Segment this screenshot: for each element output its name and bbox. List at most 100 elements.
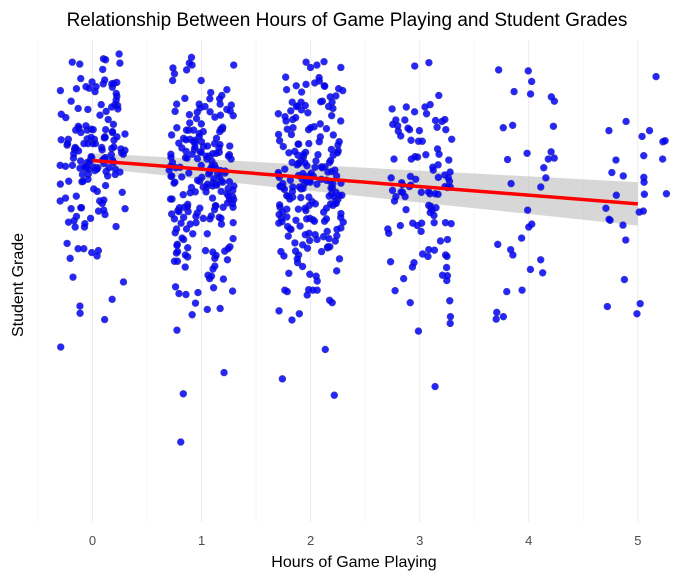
- data-point: [390, 197, 399, 205]
- data-point: [526, 265, 535, 274]
- data-point: [329, 104, 337, 113]
- data-point: [201, 246, 210, 255]
- data-point: [85, 84, 93, 92]
- data-point: [202, 152, 210, 160]
- data-point: [114, 105, 122, 113]
- x-tick-label: 3: [416, 533, 423, 548]
- data-point: [324, 168, 332, 176]
- data-point: [547, 93, 556, 101]
- data-point: [203, 230, 211, 238]
- data-point: [301, 101, 309, 110]
- data-point: [434, 161, 442, 169]
- data-point: [417, 227, 425, 236]
- data-point: [188, 311, 196, 319]
- data-point: [661, 137, 669, 145]
- data-point: [295, 183, 304, 191]
- data-point: [446, 312, 455, 321]
- data-point: [434, 173, 443, 182]
- data-point: [207, 88, 215, 97]
- data-point: [620, 275, 629, 284]
- data-point: [69, 273, 77, 281]
- data-point: [331, 237, 340, 245]
- data-point: [287, 107, 295, 115]
- data-point: [281, 165, 289, 173]
- data-point: [418, 250, 427, 258]
- data-point: [227, 155, 235, 163]
- data-point: [57, 343, 65, 351]
- data-point: [303, 291, 311, 299]
- data-point: [280, 252, 288, 260]
- data-point: [175, 289, 183, 298]
- data-point: [311, 163, 319, 171]
- data-point: [228, 287, 237, 295]
- data-point: [196, 104, 204, 112]
- data-point: [100, 196, 108, 204]
- data-point: [446, 319, 454, 328]
- data-point: [526, 90, 535, 98]
- data-point: [223, 85, 231, 94]
- data-point: [281, 112, 289, 121]
- data-point: [112, 222, 120, 231]
- data-point: [325, 296, 334, 304]
- data-point: [184, 244, 192, 252]
- data-point: [330, 192, 338, 201]
- data-point: [171, 107, 179, 116]
- data-point: [278, 218, 286, 226]
- data-point: [493, 308, 501, 317]
- data-point: [275, 307, 283, 315]
- data-point: [283, 125, 291, 133]
- data-point: [79, 177, 87, 185]
- data-point: [203, 305, 211, 314]
- data-point: [108, 80, 116, 88]
- data-point: [544, 155, 552, 163]
- data-point: [527, 77, 536, 86]
- data-point: [88, 248, 96, 257]
- data-point: [313, 277, 321, 285]
- data-point: [291, 239, 299, 247]
- data-point: [293, 255, 301, 263]
- data-point: [313, 61, 321, 69]
- data-point: [226, 142, 234, 150]
- data-point: [633, 310, 641, 318]
- data-point: [401, 192, 409, 201]
- data-point: [424, 188, 433, 196]
- data-point: [181, 263, 189, 271]
- data-point: [212, 149, 220, 157]
- data-point: [327, 111, 336, 120]
- data-point: [288, 316, 296, 324]
- data-point: [507, 179, 515, 188]
- x-tick-labels: 0 1 2 3 4 5: [89, 533, 642, 548]
- data-point: [301, 159, 309, 167]
- data-point: [542, 174, 550, 182]
- data-point: [82, 122, 90, 130]
- data-point: [194, 288, 202, 297]
- data-point: [499, 312, 508, 321]
- data-point: [72, 84, 81, 93]
- data-point: [320, 57, 328, 66]
- data-point: [281, 286, 289, 294]
- data-point: [192, 212, 200, 221]
- data-point: [183, 154, 191, 162]
- data-point: [61, 194, 70, 202]
- data-point: [417, 219, 426, 227]
- data-point: [84, 105, 92, 114]
- data-point: [332, 199, 340, 208]
- x-tick-label: 0: [89, 533, 96, 548]
- data-point: [638, 132, 646, 141]
- data-point: [209, 248, 217, 256]
- data-point: [494, 240, 502, 249]
- data-point: [306, 63, 315, 72]
- data-point: [325, 158, 334, 167]
- data-point: [100, 315, 109, 324]
- data-point: [209, 265, 217, 273]
- data-point: [298, 262, 307, 271]
- data-point: [335, 255, 344, 263]
- data-point: [279, 179, 287, 188]
- data-point: [399, 274, 408, 283]
- data-point: [178, 234, 186, 242]
- data-point: [406, 172, 415, 181]
- data-point: [442, 263, 451, 272]
- data-point: [223, 256, 232, 264]
- data-point: [494, 66, 503, 74]
- data-point: [197, 148, 205, 157]
